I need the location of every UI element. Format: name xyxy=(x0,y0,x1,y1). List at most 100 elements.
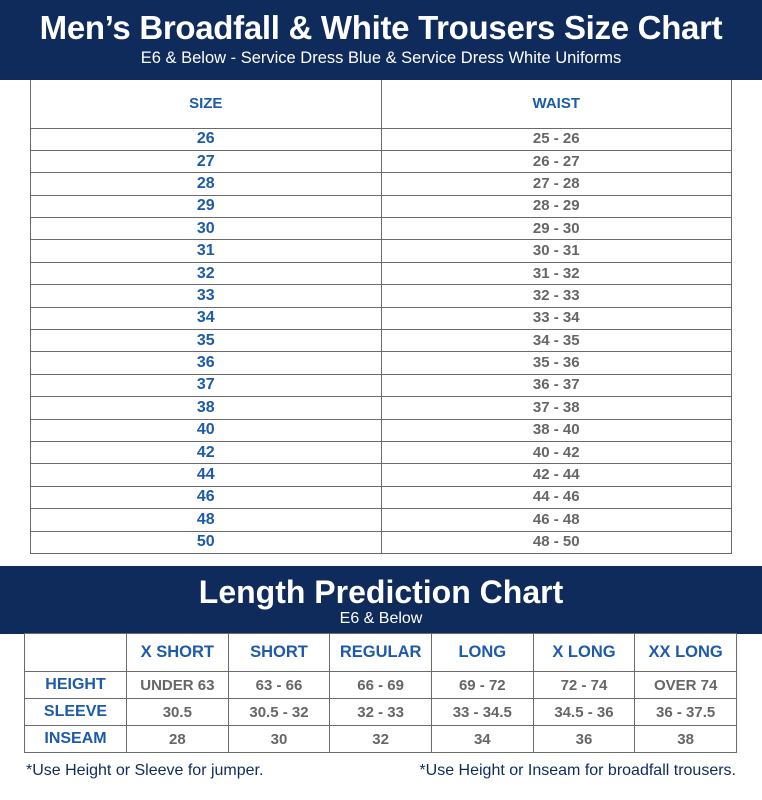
length-value: 38 xyxy=(634,725,737,753)
waist-value: 35 - 36 xyxy=(380,351,732,375)
length-column-header: X LONG xyxy=(532,633,636,672)
table-row: 46 44 - 46 xyxy=(30,485,732,510)
size-value: 32 xyxy=(30,261,382,286)
waist-value: 40 - 42 xyxy=(380,440,732,465)
size-value: 29 xyxy=(30,194,382,219)
size-value: 33 xyxy=(30,284,382,308)
waist-value: 29 - 30 xyxy=(380,217,732,241)
table-row: HEIGHT UNDER 63 63 - 66 66 - 69 69 - 72 72 - … xyxy=(24,671,737,699)
waist-value: 33 - 34 xyxy=(380,306,732,331)
length-chart-container: X SHORT SHORT REGULAR LONG X LONG XX LONG HEI… xyxy=(0,633,762,753)
table-row: 48 46 - 48 xyxy=(30,508,732,532)
size-value: 26 xyxy=(30,127,382,151)
table-row: 26 25 - 26 xyxy=(30,127,732,151)
page-subtitle: E6 & Below - Service Dress Blue & Servic… xyxy=(140,49,622,67)
waist-value: 30 - 31 xyxy=(380,239,732,263)
table-row: 35 34 - 35 xyxy=(30,329,732,353)
length-value: 34.5 - 36 xyxy=(532,698,636,726)
table-row: 50 48 - 50 xyxy=(30,530,732,554)
waist-value: 48 - 50 xyxy=(380,530,732,554)
waist-value: 34 - 35 xyxy=(380,329,732,353)
size-value: 42 xyxy=(30,440,382,465)
size-value: 40 xyxy=(30,418,382,442)
length-column-header: REGULAR xyxy=(329,633,432,672)
length-value: 32 xyxy=(329,725,432,753)
length-value: 34 xyxy=(430,725,534,753)
waist-value: 31 - 32 xyxy=(380,261,732,286)
length-value: 72 - 74 xyxy=(532,671,636,699)
size-value: 28 xyxy=(30,172,382,196)
length-value: UNDER 63 xyxy=(126,671,229,699)
table-row: 40 38 - 40 xyxy=(30,418,732,442)
length-value: 36 - 37.5 xyxy=(634,698,737,726)
size-value: 30 xyxy=(30,217,382,241)
waist-value: 25 - 26 xyxy=(380,127,732,151)
size-value: 50 xyxy=(30,530,382,554)
page-title: Men’s Broadfall & White Trousers Size Ch… xyxy=(39,9,723,46)
length-chart-banner: Length Prediction Chart E6 & Below xyxy=(0,566,762,634)
table-row: 44 42 - 44 xyxy=(30,463,732,487)
table-row: INSEAM 28 30 32 34 36 38 xyxy=(24,725,737,753)
waist-value: 38 - 40 xyxy=(380,418,732,442)
length-value: 30.5 xyxy=(126,698,229,726)
length-value: 33 - 34.5 xyxy=(430,698,534,726)
length-column-header: SHORT xyxy=(227,633,331,672)
table-row: 38 37 - 38 xyxy=(30,396,732,420)
size-value: 27 xyxy=(30,149,382,174)
waist-value: 42 - 44 xyxy=(380,463,732,487)
length-value: 36 xyxy=(532,725,636,753)
length-value: 69 - 72 xyxy=(430,671,534,699)
length-column-header: LONG xyxy=(430,633,534,672)
size-value: 48 xyxy=(30,508,382,532)
size-value: 44 xyxy=(30,463,382,487)
length-row-label: INSEAM xyxy=(24,725,127,753)
size-value: 34 xyxy=(30,306,382,331)
waist-value: 36 - 37 xyxy=(380,373,732,398)
waist-value: 46 - 48 xyxy=(380,508,732,532)
length-column-header: X SHORT xyxy=(126,633,229,672)
size-chart-banner: Men’s Broadfall & White Trousers Size Ch… xyxy=(0,0,762,80)
table-row: 28 27 - 28 xyxy=(30,172,732,196)
size-chart-table: SIZE WAIST 26 25 - 26 27 26 - 27 28 27 - 28 29… xyxy=(30,80,732,554)
size-value: 35 xyxy=(30,329,382,353)
footnote-jumper: *Use Height or Sleeve for jumper. xyxy=(26,762,264,779)
length-value: 63 - 66 xyxy=(227,671,331,699)
size-value: 38 xyxy=(30,396,382,420)
length-chart-title: Length Prediction Chart xyxy=(198,574,564,610)
table-row: SLEEVE 30.5 30.5 - 32 32 - 33 33 - 34.5 34.5 … xyxy=(24,698,737,726)
size-chart-container: SIZE WAIST 26 25 - 26 27 26 - 27 28 27 - 28 29… xyxy=(0,80,762,566)
table-row: 34 33 - 34 xyxy=(30,306,732,331)
length-chart-header-row: X SHORT SHORT REGULAR LONG X LONG XX LONG xyxy=(24,633,737,672)
length-value: 66 - 69 xyxy=(329,671,432,699)
table-row: 36 35 - 36 xyxy=(30,351,732,375)
column-header-waist: WAIST xyxy=(380,80,732,129)
length-value: OVER 74 xyxy=(634,671,737,699)
length-value: 28 xyxy=(126,725,229,753)
length-value: 30 xyxy=(227,725,331,753)
table-row: 42 40 - 42 xyxy=(30,440,732,465)
table-row: 27 26 - 27 xyxy=(30,149,732,174)
length-row-label: HEIGHT xyxy=(24,671,127,699)
waist-value: 32 - 33 xyxy=(380,284,732,308)
length-value: 30.5 - 32 xyxy=(227,698,331,726)
length-chart-corner-cell xyxy=(24,633,127,672)
size-value: 37 xyxy=(30,373,382,398)
waist-value: 44 - 46 xyxy=(380,485,732,510)
length-chart-table: X SHORT SHORT REGULAR LONG X LONG XX LONG HEI… xyxy=(24,633,737,753)
size-value: 36 xyxy=(30,351,382,375)
waist-value: 27 - 28 xyxy=(380,172,732,196)
waist-value: 26 - 27 xyxy=(380,149,732,174)
waist-value: 28 - 29 xyxy=(380,194,732,219)
length-row-label: SLEEVE xyxy=(24,698,127,726)
footnote-trousers: *Use Height or Inseam for broadfall trou… xyxy=(419,762,736,779)
table-row: 37 36 - 37 xyxy=(30,373,732,398)
size-value: 46 xyxy=(30,485,382,510)
length-value: 32 - 33 xyxy=(329,698,432,726)
size-value: 31 xyxy=(30,239,382,263)
table-row: 29 28 - 29 xyxy=(30,194,732,219)
size-chart-body: 26 25 - 26 27 26 - 27 28 27 - 28 29 28 - 29 30 29… xyxy=(30,127,732,554)
table-row: 33 32 - 33 xyxy=(30,284,732,308)
table-row: 31 30 - 31 xyxy=(30,239,732,263)
length-chart-body: HEIGHT UNDER 63 63 - 66 66 - 69 69 - 72 72 - … xyxy=(24,671,737,753)
column-header-size: SIZE xyxy=(30,80,382,129)
